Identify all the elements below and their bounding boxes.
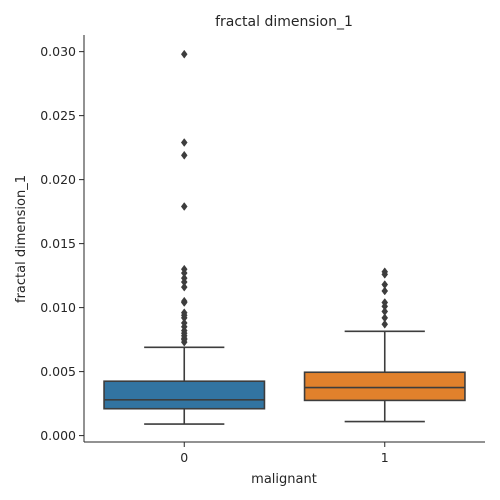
x-tick-label: 0 [180,450,188,465]
outlier-point [381,319,389,329]
y-tick-label: 0.000 [40,428,76,443]
y-tick-label: 0.030 [40,44,76,59]
outlier-point [381,286,389,296]
x-axis-title: malignant [251,472,317,487]
outlier-point [180,202,188,211]
x-tick-label: 1 [381,450,389,465]
y-tick-label: 0.010 [40,300,76,315]
y-tick-label: 0.005 [40,364,76,379]
outlier-point [180,298,188,307]
outlier-point [180,282,188,292]
outlier-point [381,269,389,279]
chart-title: fractal dimension_1 [215,14,353,30]
y-axis-title: fractal dimension_1 [14,175,29,303]
outlier-point [180,337,188,347]
outlier-point [180,138,188,147]
box-iqr [103,380,266,410]
boxes-group [103,49,466,425]
y-axis-ticks: 0.000 0.005 0.010 0.015 0.020 0.025 0.030 [40,44,84,443]
box-iqr [303,371,466,402]
y-tick-label: 0.015 [40,236,76,251]
outlier-point [180,49,188,59]
box-1 [303,267,466,423]
y-tick-label: 0.025 [40,108,76,123]
y-tick-label: 0.020 [40,172,76,187]
outlier-point [180,150,188,160]
box-0 [103,49,266,425]
